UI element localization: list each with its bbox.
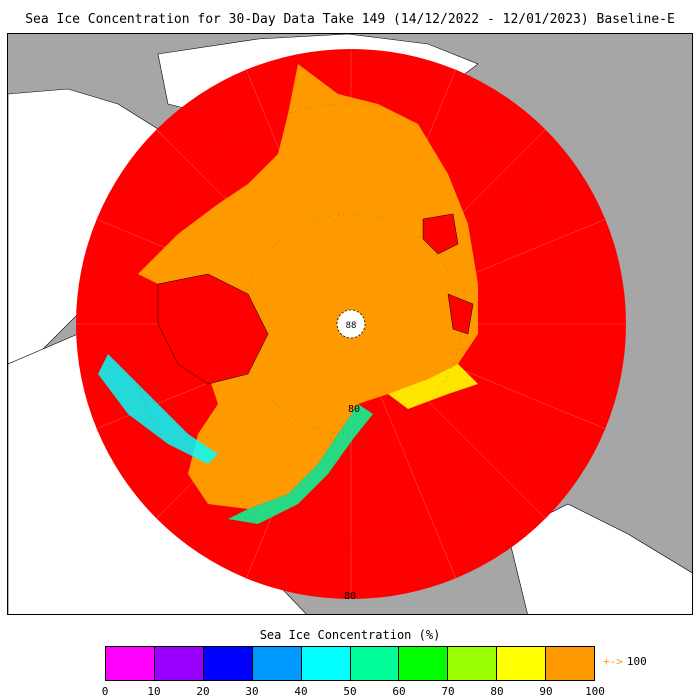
colorbar-tick-label: 70	[441, 685, 455, 698]
lat-label-80: 80	[348, 404, 360, 415]
colorbar-tick-label: 10	[147, 685, 161, 698]
colorbar-tick-label: 100	[585, 685, 605, 698]
colorbar-segment	[154, 647, 204, 680]
colorbar-tick-label: 60	[392, 685, 406, 698]
map-panel: 88 80 80	[7, 33, 693, 615]
colorbar-tick-label: 0	[101, 685, 109, 698]
overflow-label: 100	[626, 655, 647, 668]
ice-edge-band-3	[98, 354, 218, 464]
ice-edge-band	[228, 404, 373, 524]
colorbar-segment	[399, 647, 449, 680]
colorbar-tick-label: 30	[245, 685, 259, 698]
legend-title: Sea Ice Concentration (%)	[259, 628, 441, 642]
colorbar-tick-label: 90	[539, 685, 553, 698]
colorbar-tick-label: 50	[343, 685, 357, 698]
colorbar-segment	[203, 647, 253, 680]
colorbar-segment	[546, 647, 595, 680]
colorbar-tick-label: 40	[294, 685, 308, 698]
pole-hole	[336, 309, 366, 339]
overflow-note: +-> 100	[603, 655, 647, 668]
colorbar-tick-label: 80	[490, 685, 504, 698]
pole-label: 88	[346, 321, 357, 331]
colorbar-segment	[448, 647, 498, 680]
svalbard	[422, 213, 459, 255]
colorbar-segment	[252, 647, 302, 680]
ice-edge-band-2	[388, 364, 478, 409]
polar-map: 88 80 80	[8, 34, 692, 614]
colorbar-tick-label: 20	[196, 685, 210, 698]
colorbar-segment	[497, 647, 547, 680]
canadian-archipelago	[157, 273, 269, 385]
overflow-arrow: +->	[603, 655, 623, 668]
lat-label-bottom: 80	[344, 591, 356, 602]
sea-ice-core	[138, 64, 478, 509]
map-title: Sea Ice Concentration for 30-Day Data Ta…	[25, 12, 675, 27]
land-scandinavia	[507, 503, 692, 614]
colorbar-segment	[350, 647, 400, 680]
colorbar-segment	[301, 647, 351, 680]
colorbar	[105, 646, 595, 681]
colorbar-segment	[106, 647, 155, 680]
